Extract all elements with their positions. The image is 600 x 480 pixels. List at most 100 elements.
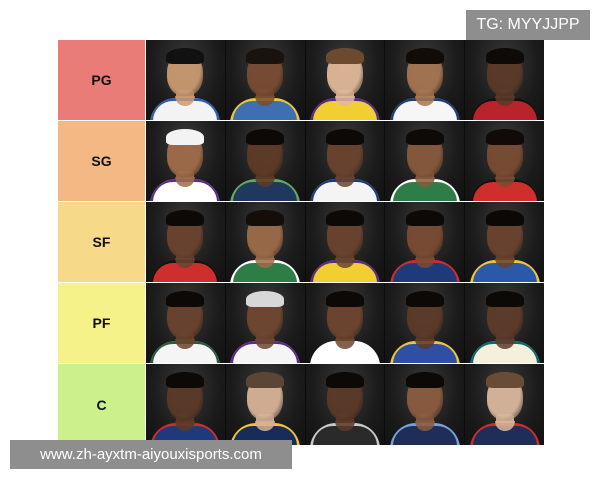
tier-label[interactable]: PF (58, 283, 146, 363)
player-card[interactable] (305, 202, 386, 282)
tier-players (146, 121, 544, 201)
collar-shape (414, 177, 435, 187)
hair-shape (325, 48, 364, 64)
tg-badge: TG: MYYJJPP (466, 10, 590, 40)
player-card[interactable] (465, 121, 544, 201)
hair-shape (325, 291, 364, 307)
hair-shape (485, 372, 524, 388)
player-card[interactable] (225, 202, 306, 282)
tier-players (146, 364, 544, 445)
player-card[interactable] (465, 202, 544, 282)
hair-shape (405, 291, 444, 307)
player-card[interactable] (385, 364, 466, 445)
collar-shape (334, 177, 355, 187)
hair-shape (485, 48, 524, 64)
collar-shape (334, 96, 355, 106)
jersey-icon (389, 98, 460, 120)
jersey-icon (230, 341, 301, 363)
player-card[interactable] (465, 364, 544, 445)
collar-shape (175, 258, 196, 268)
jersey-icon (230, 260, 301, 282)
jersey-icon (389, 423, 460, 445)
jersey-icon (469, 260, 540, 282)
collar-shape (255, 177, 276, 187)
jersey-icon (150, 341, 221, 363)
player-card[interactable] (465, 40, 544, 120)
collar-shape (175, 96, 196, 106)
tier-row-sf: SF (58, 202, 544, 283)
hair-shape (246, 291, 285, 307)
collar-shape (494, 258, 515, 268)
jersey-icon (309, 423, 380, 445)
tier-label[interactable]: SG (58, 121, 146, 201)
jersey-icon (309, 179, 380, 201)
player-card[interactable] (385, 202, 466, 282)
jersey-icon (150, 179, 221, 201)
collar-shape (255, 96, 276, 106)
player-card[interactable] (465, 283, 544, 363)
collar-shape (414, 339, 435, 349)
collar-shape (175, 339, 196, 349)
player-card[interactable] (305, 283, 386, 363)
collar-shape (414, 258, 435, 268)
hair-shape (485, 129, 524, 145)
hair-shape (246, 129, 285, 145)
hair-shape (166, 48, 205, 64)
hair-shape (166, 372, 205, 388)
tier-players (146, 202, 544, 282)
player-card[interactable] (225, 40, 306, 120)
tier-row-sg: SG (58, 121, 544, 202)
collar-shape (255, 339, 276, 349)
player-card[interactable] (225, 364, 306, 445)
player-card[interactable] (305, 121, 386, 201)
jersey-icon (230, 98, 301, 120)
tier-players (146, 283, 544, 363)
jersey-icon (309, 98, 380, 120)
collar-shape (414, 96, 435, 106)
tier-players (146, 40, 544, 120)
hair-shape (485, 210, 524, 226)
hair-shape (325, 210, 364, 226)
collar-shape (494, 96, 515, 106)
player-card[interactable] (225, 121, 306, 201)
tier-list: PG SG SF PF C (58, 40, 544, 445)
player-card[interactable] (146, 40, 226, 120)
tier-label[interactable]: C (58, 364, 146, 445)
player-card[interactable] (385, 283, 466, 363)
jersey-icon (389, 341, 460, 363)
hair-shape (166, 291, 205, 307)
collar-shape (175, 421, 196, 431)
tier-row-c: C (58, 364, 544, 445)
player-card[interactable] (385, 40, 466, 120)
hair-shape (166, 210, 205, 226)
player-card[interactable] (146, 364, 226, 445)
jersey-icon (389, 260, 460, 282)
collar-shape (175, 177, 196, 187)
collar-shape (334, 258, 355, 268)
player-card[interactable] (305, 364, 386, 445)
collar-shape (494, 421, 515, 431)
jersey-icon (150, 98, 221, 120)
player-card[interactable] (146, 283, 226, 363)
tier-label[interactable]: PG (58, 40, 146, 120)
player-card[interactable] (385, 121, 466, 201)
jersey-icon (469, 98, 540, 120)
hair-shape (405, 129, 444, 145)
collar-shape (494, 339, 515, 349)
jersey-icon (309, 260, 380, 282)
collar-shape (255, 421, 276, 431)
player-card[interactable] (146, 202, 226, 282)
tier-label[interactable]: SF (58, 202, 146, 282)
hair-shape (405, 48, 444, 64)
player-card[interactable] (305, 40, 386, 120)
collar-shape (334, 339, 355, 349)
website-watermark: www.zh-ayxtm-aiyouxisports.com (10, 440, 292, 469)
hair-shape (405, 210, 444, 226)
jersey-icon (230, 423, 301, 445)
player-card[interactable] (146, 121, 226, 201)
hair-shape (325, 129, 364, 145)
tier-row-pf: PF (58, 283, 544, 364)
player-card[interactable] (225, 283, 306, 363)
jersey-icon (150, 260, 221, 282)
jersey-icon (469, 341, 540, 363)
